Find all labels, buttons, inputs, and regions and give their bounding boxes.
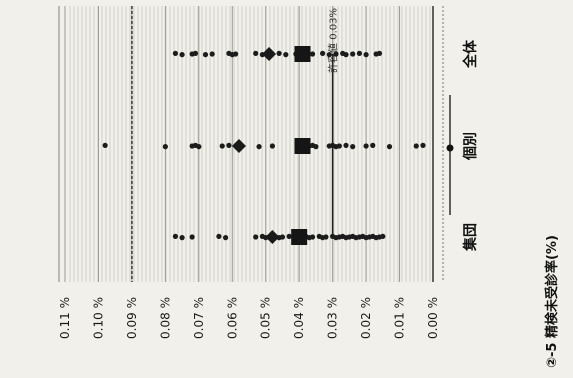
- data-point-dot: [256, 144, 262, 150]
- data-point-dot: [373, 51, 379, 57]
- data-point-square: [291, 229, 308, 245]
- data-point-dot: [269, 143, 276, 149]
- data-point-dot: [326, 143, 332, 149]
- data-point-dot: [222, 235, 229, 241]
- data-point-dot: [333, 51, 339, 57]
- data-point-dot: [162, 144, 168, 150]
- data-point-dot: [216, 233, 222, 239]
- data-point-dot: [326, 52, 332, 58]
- data-point-dot: [286, 233, 292, 239]
- data-point-square: [294, 138, 311, 154]
- data-point-dot: [283, 52, 289, 58]
- y-tick-label: 0.03 %: [326, 297, 340, 339]
- data-point-dot: [386, 144, 393, 150]
- data-point-square: [294, 46, 311, 62]
- data-point-dot: [172, 233, 178, 239]
- y-tick-label: 0.07 %: [192, 297, 206, 339]
- data-point-dot: [363, 143, 369, 149]
- y-tick-label: 0.10 %: [91, 297, 105, 339]
- data-point-dot: [209, 51, 215, 57]
- legend-dot: [446, 144, 454, 152]
- data-point-diamond: [262, 47, 277, 61]
- data-point-dot: [189, 51, 195, 57]
- data-point-dot: [179, 235, 185, 241]
- data-point-dot: [316, 233, 322, 239]
- data-point-dot: [102, 142, 108, 148]
- data-point-dot: [202, 52, 209, 58]
- data-point-dot: [343, 142, 349, 148]
- data-point-dot: [420, 142, 426, 148]
- y-tick-label: 0.02 %: [359, 297, 373, 339]
- plot-frame: [58, 6, 444, 282]
- y-tick-label: 0.00 %: [426, 297, 440, 339]
- chart-title-group: ②-5 精検未受診率(%): [544, 235, 560, 368]
- data-point-dot: [350, 51, 356, 57]
- y-tick-label: 0.05 %: [259, 297, 273, 339]
- y-tick-label: 0.01 %: [393, 297, 407, 339]
- data-point-dot: [253, 234, 259, 240]
- y-tick-label: 0.11 %: [58, 297, 72, 339]
- y-tick-label: 0.06 %: [225, 297, 239, 339]
- data-point-dot: [340, 50, 346, 57]
- data-point-dot: [276, 50, 282, 57]
- data-points: [102, 46, 426, 245]
- y-tick-labels: 0.00 % 0.01 % 0.02 % 0.03 % 0.04 % 0.05 % 0.06…: [58, 297, 440, 339]
- data-point-dot: [370, 142, 376, 148]
- data-point-diamond: [231, 139, 246, 153]
- data-point-dot: [226, 142, 232, 148]
- data-point-dot: [189, 143, 195, 149]
- data-point-dot: [226, 50, 232, 57]
- data-point-dot: [330, 233, 336, 239]
- data-point-dot: [253, 50, 259, 57]
- data-point-dot: [413, 143, 419, 149]
- data-point-diamond: [265, 230, 280, 244]
- chart-title: ②-5 精検未受診率(%): [544, 235, 560, 368]
- category-label: 個別: [462, 132, 479, 161]
- data-point-dot: [309, 51, 316, 57]
- y-tick-label: 0.04 %: [292, 297, 306, 339]
- data-point-dot: [350, 144, 356, 150]
- category-label: 全体: [462, 39, 479, 69]
- legend: [446, 95, 454, 215]
- y-tick-label: 0.08 %: [158, 297, 172, 339]
- data-point-dot: [320, 50, 326, 57]
- data-point-dot: [259, 233, 265, 239]
- y-tick-label: 0.09 %: [125, 297, 139, 339]
- data-point-dot: [356, 50, 362, 57]
- grid-lines: [64, 6, 434, 282]
- data-point-dot: [189, 234, 195, 240]
- data-point-dot: [172, 50, 178, 57]
- data-point-dot: [363, 52, 369, 58]
- reference-line-label: 許容値 0.03%: [327, 8, 340, 73]
- data-point-dot: [219, 143, 225, 149]
- category-label: 集団: [462, 223, 479, 252]
- data-point-dot: [179, 52, 185, 58]
